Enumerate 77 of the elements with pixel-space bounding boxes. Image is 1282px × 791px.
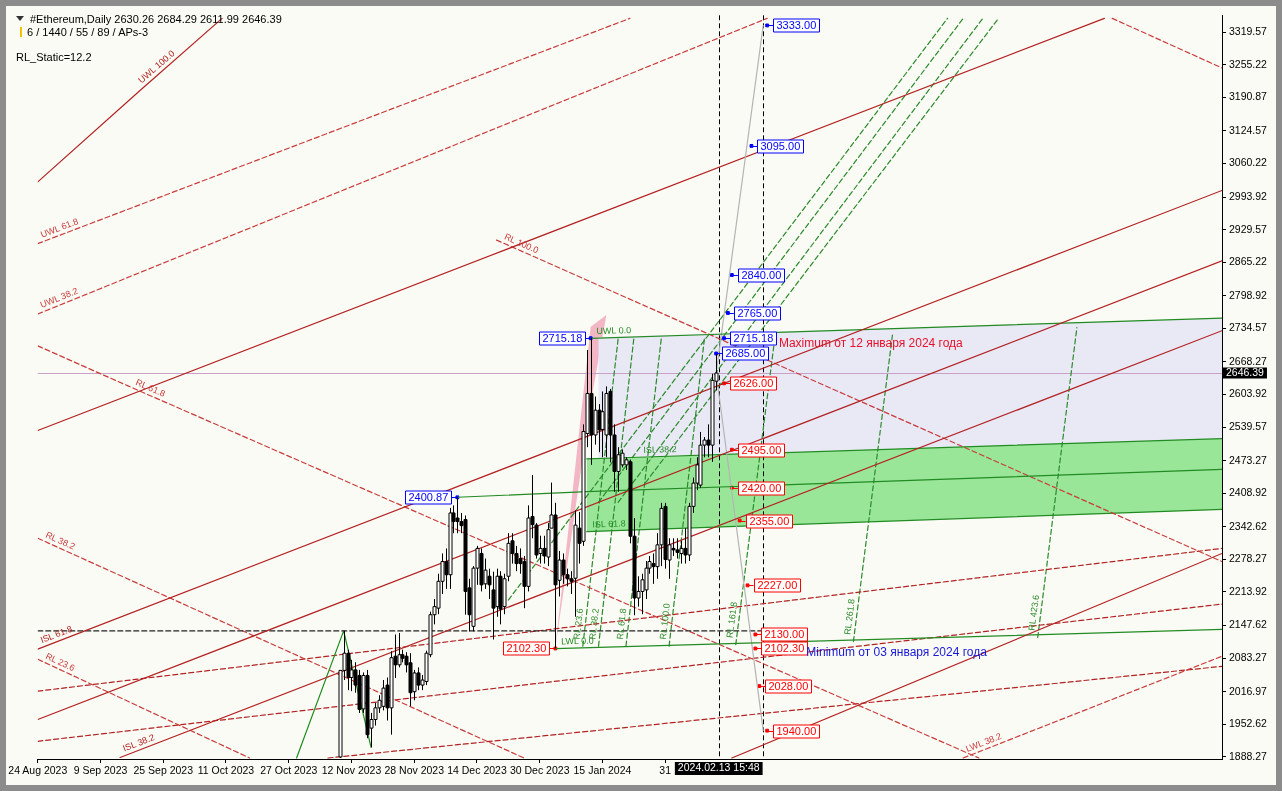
y-tick-label: 2734.57 xyxy=(1229,321,1268,334)
text: ISL 38.2 xyxy=(121,732,156,754)
y-tick-label: 2668.27 xyxy=(1229,354,1268,367)
y-tick-label: 2865.22 xyxy=(1229,255,1268,268)
data-label: 2715.18 xyxy=(542,332,583,345)
y-tick-label: 3255.22 xyxy=(1229,57,1268,70)
x-tick-label: 28 Nov 2023 xyxy=(384,764,445,777)
y-tick-label: 3190.87 xyxy=(1229,90,1268,103)
text: 6 / 1440 / 55 / 89 / APs-3 xyxy=(27,25,149,38)
x-tick-label: 31 xyxy=(659,764,672,777)
data-label: 1940.00 xyxy=(776,725,817,738)
x-tick-label: 11 Oct 2023 xyxy=(197,764,255,777)
y-tick-label: 2539.57 xyxy=(1229,420,1268,432)
data-label: 2685.00 xyxy=(725,347,766,360)
data-label: 2227.00 xyxy=(757,579,798,592)
data-label: 2130.00 xyxy=(764,628,805,641)
y-tick-label: 1888.27 xyxy=(1229,749,1268,762)
text: RL 261.8 xyxy=(842,598,857,636)
series-label: ISL 61.8 xyxy=(592,518,626,530)
data-label: 2626.00 xyxy=(733,377,774,390)
annotation: Minimum от 03 января 2024 года xyxy=(806,644,988,659)
text: LWL 38.2 xyxy=(964,730,1003,754)
text: RL 100.0 xyxy=(657,602,672,640)
y-tick-label: 2278.27 xyxy=(1229,552,1268,565)
x-tick-label: 24 Aug 2023 xyxy=(8,764,68,777)
series-label: UWL 0.0 xyxy=(596,324,632,337)
data-label: 2400.87 xyxy=(408,491,449,504)
data-label: 2102.30 xyxy=(506,642,547,655)
text: RL 61.8 xyxy=(134,377,167,399)
y-tick-label: 2929.57 xyxy=(1229,222,1268,235)
y-tick-label: 2213.92 xyxy=(1229,584,1268,597)
y-tick-label: 2603.92 xyxy=(1229,387,1268,400)
y-tick-label: 2342.62 xyxy=(1229,519,1268,532)
x-tick-label: 25 Sep 2023 xyxy=(133,764,194,777)
data-label: 2355.00 xyxy=(749,515,790,528)
y-tick-label: 2083.27 xyxy=(1229,651,1268,664)
y-tick-label: 2016.97 xyxy=(1229,684,1268,697)
data-label: 3095.00 xyxy=(760,140,801,153)
y-tick-label: 2147.62 xyxy=(1229,618,1268,631)
x-tick-label: 9 Sep 2023 xyxy=(73,764,128,777)
data-label: 2840.00 xyxy=(741,269,782,282)
text: RL 23.6 xyxy=(44,650,77,674)
text: ISL 61.8 xyxy=(39,623,74,646)
data-label: 3333.00 xyxy=(776,19,817,32)
text: RL 61.8 xyxy=(614,607,629,640)
x-tick-label: 27 Oct 2023 xyxy=(260,764,318,777)
series-label: ISL 38.2 xyxy=(643,444,677,456)
data-label: 2495.00 xyxy=(741,444,782,457)
x-tick-label: 30 Dec 2023 xyxy=(509,764,570,777)
text: RL 100.0 xyxy=(502,231,541,256)
y-tick-label: 2798.92 xyxy=(1229,288,1268,301)
y-tick-label: 2473.27 xyxy=(1229,453,1268,466)
y-tick-label: 2993.92 xyxy=(1229,189,1268,202)
x-tick-label: 14 Dec 2023 xyxy=(447,764,507,777)
annotation: RL_Static=12.2 xyxy=(16,50,92,63)
text: RL 38.2 xyxy=(587,607,601,640)
data-label: 2420.00 xyxy=(741,482,782,495)
ref-line-label: 2646.39 xyxy=(1226,365,1265,378)
data-label: 2765.00 xyxy=(737,307,778,320)
text: UWL 61.8 xyxy=(39,216,80,240)
chart-title: #Ethereum,Daily 2630.26 2684.29 2611.99 2646.39 xyxy=(30,12,282,25)
text: RL 38.2 xyxy=(44,529,77,552)
y-tick-label: 1952.62 xyxy=(1229,717,1268,730)
data-label: 2715.18 xyxy=(733,332,774,345)
annotation: Maximum от 12 января 2024 года xyxy=(778,335,964,350)
text: RL 161.8 xyxy=(724,601,740,639)
text: RL 423.6 xyxy=(1026,594,1041,632)
y-tick-label: 3124.57 xyxy=(1229,123,1268,136)
data-label: 2102.30 xyxy=(764,642,805,655)
ref-line-label: 2024.02.13 15:48 xyxy=(677,761,760,774)
text: UWL 38.2 xyxy=(38,285,80,310)
data-label: 2028.00 xyxy=(768,680,809,693)
x-tick-label: 15 Jan 2024 xyxy=(573,764,632,777)
x-tick-label: 12 Nov 2023 xyxy=(321,764,382,777)
y-tick-label: 3060.22 xyxy=(1229,156,1268,169)
y-tick-label: 3319.57 xyxy=(1229,25,1268,38)
y-tick-label: 2408.92 xyxy=(1229,486,1268,499)
